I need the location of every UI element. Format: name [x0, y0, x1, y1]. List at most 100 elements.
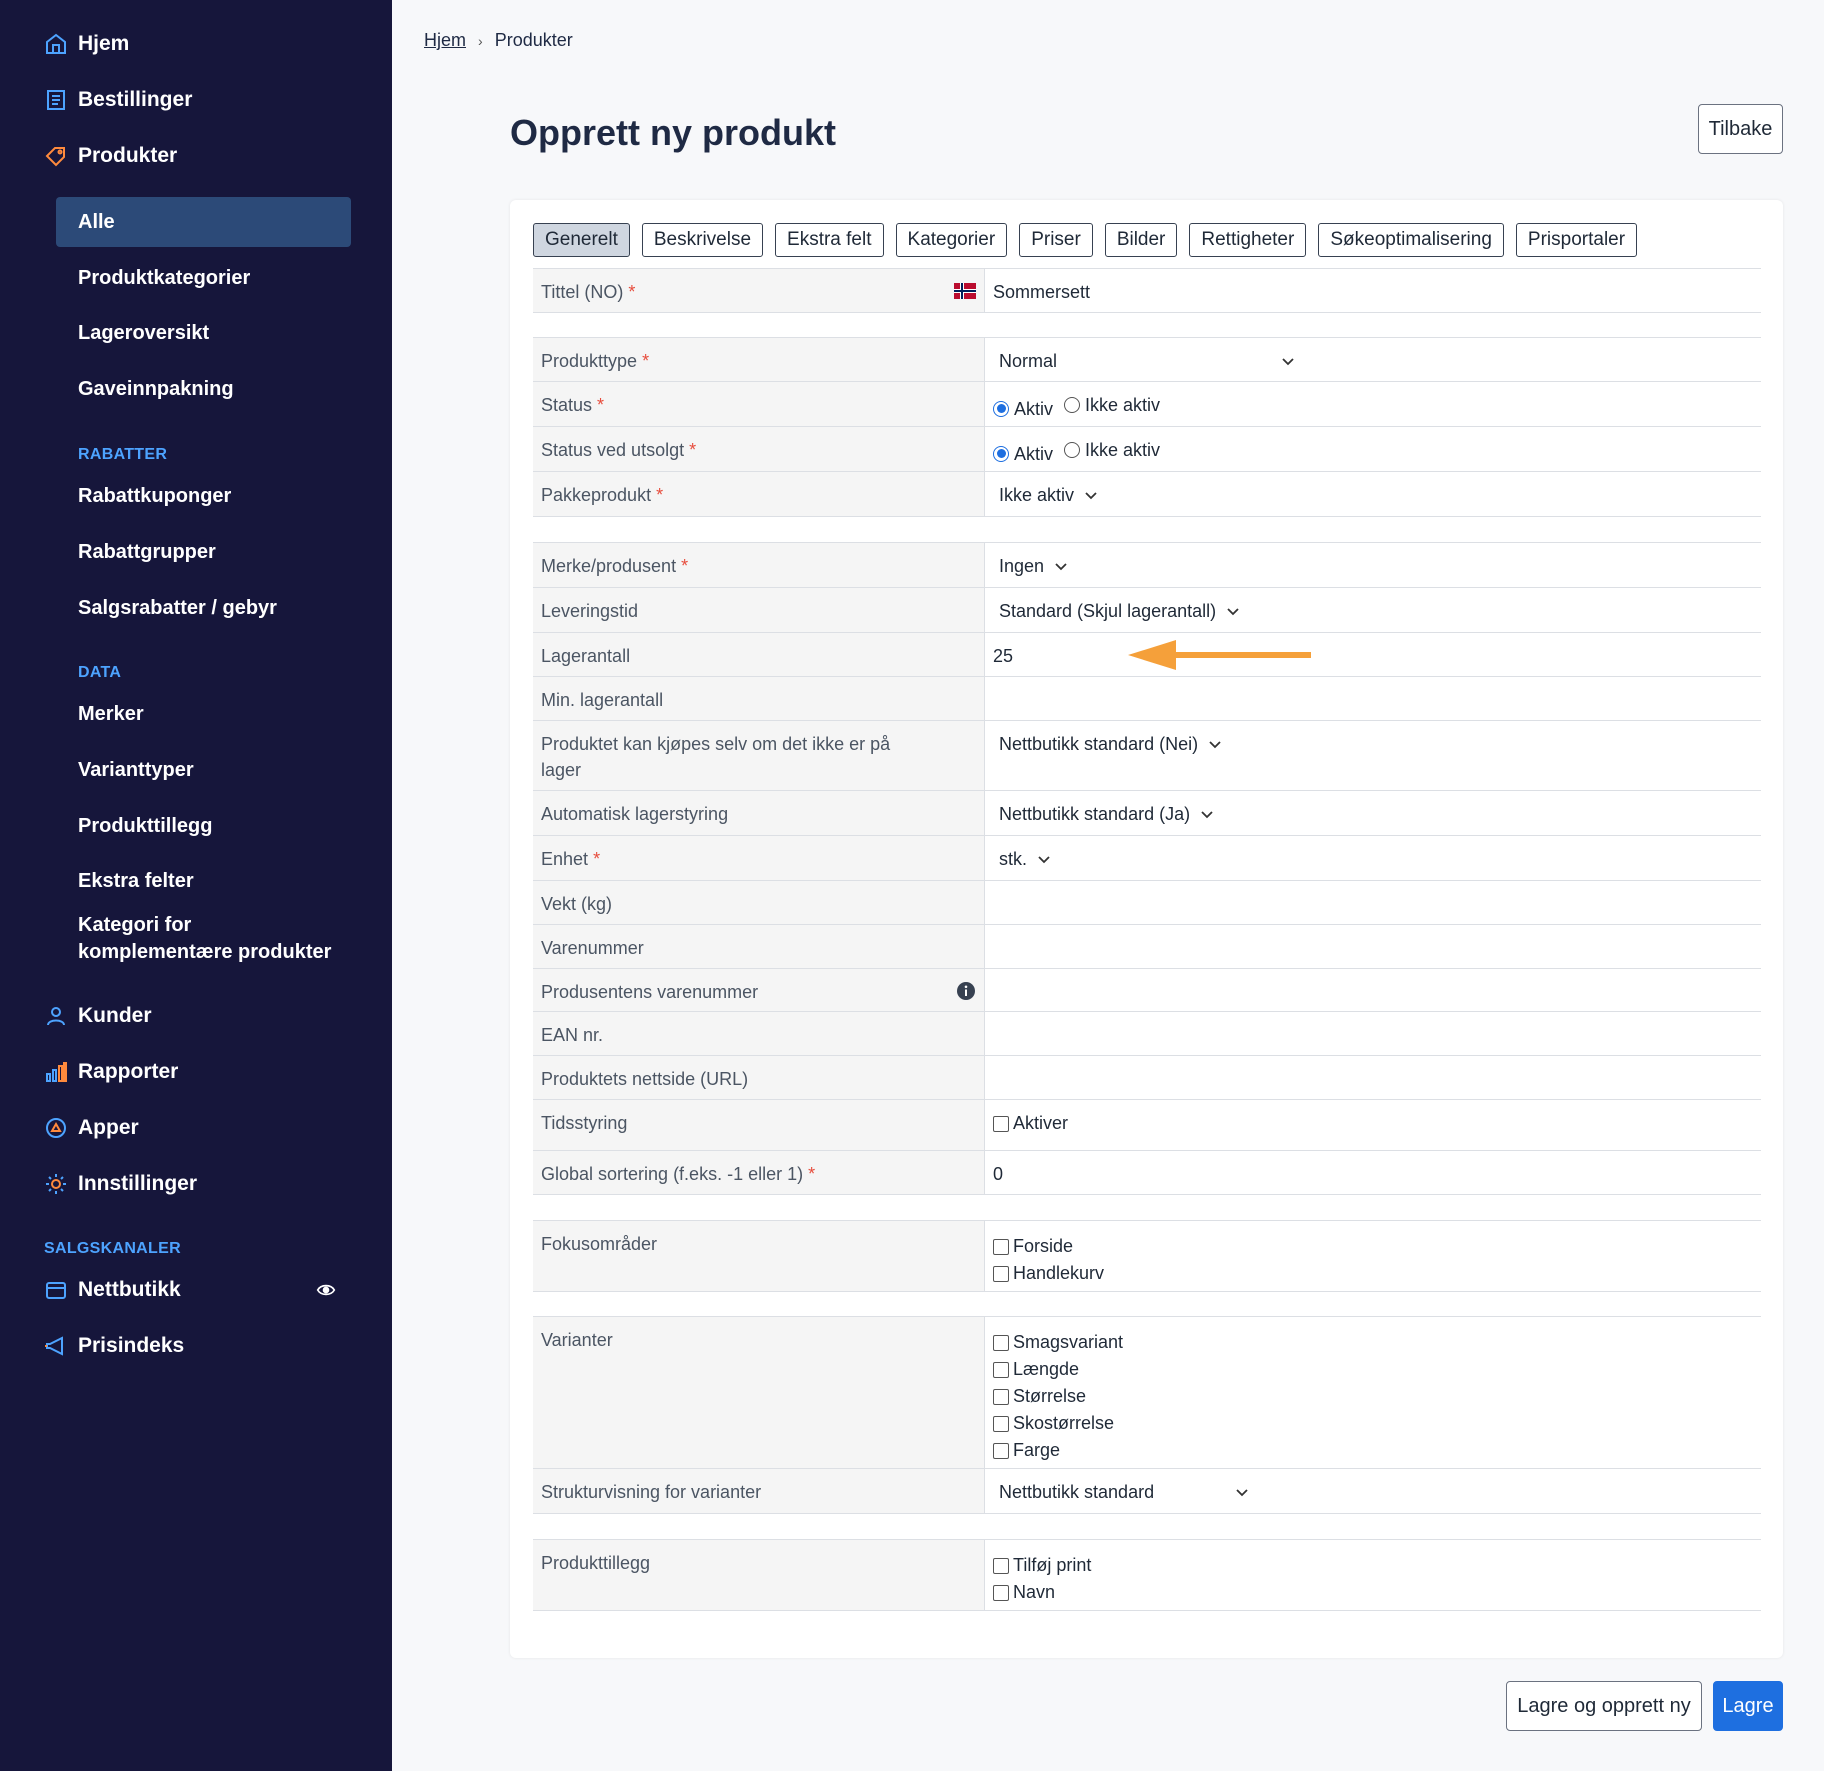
field-label: Strukturvisning for varianter	[533, 1469, 985, 1513]
bar-chart-icon	[44, 1060, 68, 1084]
tab-priser[interactable]: Priser	[1019, 223, 1093, 257]
item-line: komplementære produkter	[78, 941, 332, 963]
label-text: Enhet	[541, 849, 589, 869]
select-value: Nettbutikk standard (Nei)	[999, 734, 1199, 754]
tab-bilder[interactable]: Bilder	[1104, 223, 1178, 257]
select-value: Normal	[999, 351, 1058, 371]
sort-input[interactable]: 0	[993, 1164, 1004, 1184]
sidebar-item-merker[interactable]: Merker	[78, 703, 144, 725]
eye-icon[interactable]	[316, 1280, 336, 1300]
stock-input[interactable]: 25	[993, 646, 1014, 666]
tab-sokeoptimalisering[interactable]: Søkeoptimalisering	[1318, 223, 1504, 257]
chevron-right-icon: ›	[478, 32, 483, 49]
buy-oos-select[interactable]: Nettbutikk standard (Nei)	[985, 721, 1761, 790]
save-button[interactable]: Lagre	[1713, 1681, 1783, 1731]
nav-item-apps[interactable]: Apper	[44, 1108, 139, 1148]
variant-checkbox-smagsvariant[interactable]: Smagsvariant	[993, 1329, 1753, 1356]
sidebar-item-varianttyper[interactable]: Varianttyper	[78, 759, 194, 781]
gear-icon	[44, 1172, 68, 1196]
tab-ekstra-felt[interactable]: Ekstra felt	[775, 223, 884, 257]
url-input[interactable]	[985, 1056, 1761, 1099]
sidebar-item-produkttillegg[interactable]: Produkttillegg	[78, 815, 213, 837]
addon-checkbox-print[interactable]: Tilføj print	[993, 1552, 1753, 1579]
addon-checkbox-navn[interactable]: Navn	[993, 1579, 1753, 1606]
variant-checkbox-farge[interactable]: Farge	[993, 1437, 1753, 1464]
status-inactive-radio[interactable]: Ikke aktiv	[1064, 392, 1160, 418]
nav-item-reports[interactable]: Rapporter	[44, 1052, 178, 1092]
delivery-select[interactable]: Standard (Skjul lagerantall)	[985, 588, 1761, 632]
sidebar-item-ekstra-felter[interactable]: Ekstra felter	[78, 870, 194, 892]
home-icon	[44, 32, 68, 56]
orders-icon	[44, 88, 68, 112]
select-value: Ikke aktiv	[999, 485, 1075, 505]
form-row-sort: Global sortering (f.eks. -1 eller 1) * 0	[533, 1151, 1761, 1195]
focus-checkbox-handlekurv[interactable]: Handlekurv	[993, 1260, 1753, 1287]
field-label: Varianter	[533, 1317, 985, 1468]
nav-item-prisindeks[interactable]: Prisindeks	[44, 1326, 184, 1366]
section-rabatter: RABATTER	[78, 446, 168, 463]
nav-item-orders[interactable]: Bestillinger	[44, 80, 192, 120]
tab-rettigheter[interactable]: Rettigheter	[1189, 223, 1307, 257]
brand-select[interactable]: Ingen	[985, 543, 1761, 587]
sku-input[interactable]	[985, 925, 1761, 968]
sidebar-item-produktkategorier[interactable]: Produktkategorier	[78, 267, 251, 289]
sidebar-item-alle[interactable]: Alle	[78, 211, 115, 233]
sidebar-item-rabattkuponger[interactable]: Rabattkuponger	[78, 485, 232, 507]
save-and-new-button[interactable]: Lagre og opprett ny	[1506, 1681, 1702, 1731]
min-stock-input[interactable]	[985, 677, 1761, 720]
mfr-sku-input[interactable]	[985, 969, 1761, 1011]
form-row-url: Produktets nettside (URL)	[533, 1056, 1761, 1100]
form-row-status: Status * Aktiv Ikke aktiv	[533, 382, 1761, 427]
variant-checkbox-skostorrelse[interactable]: Skostørrelse	[993, 1410, 1753, 1437]
required-marker: *	[689, 440, 697, 460]
field-label: Lagerantall	[533, 633, 985, 676]
auto-stock-select[interactable]: Nettbutikk standard (Ja)	[985, 791, 1761, 835]
variant-checkbox-storrelse[interactable]: Størrelse	[993, 1383, 1753, 1410]
nav-item-customers[interactable]: Kunder	[44, 996, 152, 1036]
tab-beskrivelse[interactable]: Beskrivelse	[641, 223, 764, 257]
form-row-unit: Enhet * stk.	[533, 836, 1761, 881]
structure-select[interactable]: Nettbutikk standard	[985, 1469, 1761, 1513]
timing-checkbox-group: Aktiver	[985, 1100, 1761, 1150]
select-value: stk.	[999, 849, 1028, 869]
tag-icon	[44, 144, 68, 168]
package-select[interactable]: Ikke aktiv	[985, 472, 1761, 516]
section-data: DATA	[78, 664, 122, 681]
nav-label: Prisindeks	[78, 1334, 185, 1357]
tab-generelt[interactable]: Generelt	[533, 223, 630, 257]
soldout-active-radio[interactable]: Aktiv	[993, 441, 1053, 467]
sidebar-item-komplementaere[interactable]: Kategori for komplementære produkter	[78, 912, 331, 966]
info-icon[interactable]	[956, 981, 976, 1001]
field-label: Tidsstyring	[533, 1100, 985, 1150]
product-type-select[interactable]: Normal	[985, 338, 1761, 381]
checkbox-label: Tilføj print	[1013, 1555, 1092, 1575]
form-row-title: Tittel (NO) * Sommersett	[533, 268, 1761, 313]
nav-label: Nettbutikk	[78, 1278, 181, 1301]
checkbox-label: Farge	[1013, 1440, 1061, 1460]
tab-kategorier[interactable]: Kategorier	[895, 223, 1008, 257]
status-active-radio[interactable]: Aktiv	[993, 396, 1053, 422]
select-value: Nettbutikk standard (Ja)	[999, 804, 1191, 824]
nav-item-home[interactable]: Hjem	[44, 24, 129, 64]
timing-checkbox[interactable]: Aktiver	[993, 1110, 1753, 1137]
back-button[interactable]: Tilbake	[1698, 104, 1783, 154]
sidebar-item-gaveinnpakning[interactable]: Gaveinnpakning	[78, 378, 234, 400]
tab-prisportaler[interactable]: Prisportaler	[1515, 223, 1638, 257]
nav-item-settings[interactable]: Innstillinger	[44, 1164, 197, 1204]
sidebar-item-rabattgrupper[interactable]: Rabattgrupper	[78, 541, 216, 563]
soldout-inactive-radio[interactable]: Ikke aktiv	[1064, 437, 1160, 463]
label-text: Produsentens varenummer	[541, 982, 759, 1002]
sidebar-item-salgsrabatter[interactable]: Salgsrabatter / gebyr	[78, 597, 277, 619]
title-input[interactable]: Sommersett	[993, 282, 1091, 302]
nav-item-products[interactable]: Produkter	[44, 136, 177, 176]
focus-checkbox-forside[interactable]: Forside	[993, 1233, 1753, 1260]
unit-select[interactable]: stk.	[985, 836, 1761, 880]
nav-item-nettbutikk[interactable]: Nettbutikk	[44, 1270, 181, 1310]
form-row-brand: Merke/produsent * Ingen	[533, 542, 1761, 588]
breadcrumb-home-link[interactable]: Hjem	[424, 30, 467, 50]
form-row-ean: EAN nr.	[533, 1012, 1761, 1056]
ean-input[interactable]	[985, 1012, 1761, 1055]
sidebar-item-lageroversikt[interactable]: Lageroversikt	[78, 322, 210, 344]
weight-input[interactable]	[985, 881, 1761, 924]
variant-checkbox-laengde[interactable]: Længde	[993, 1356, 1753, 1383]
